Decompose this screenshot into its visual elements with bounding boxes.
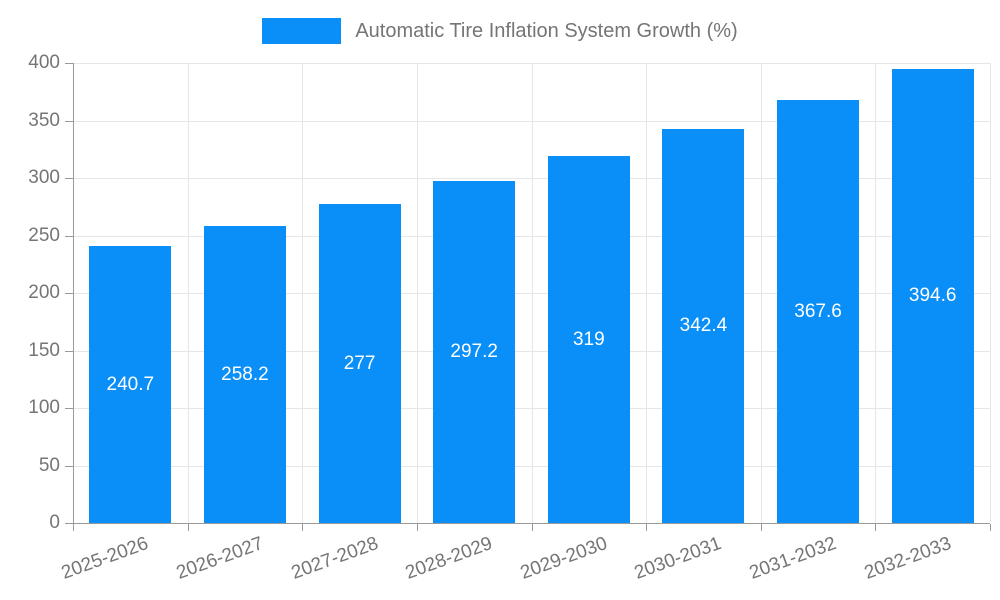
bar[interactable] bbox=[203, 226, 286, 523]
y-axis-tick-label: 250 bbox=[28, 224, 60, 246]
y-axis-tick-label: 0 bbox=[49, 512, 60, 533]
gridline-v bbox=[760, 63, 762, 523]
x-axis-tick bbox=[531, 524, 533, 531]
gridline-v bbox=[187, 63, 189, 523]
y-axis-tick bbox=[65, 523, 73, 524]
x-axis-tick bbox=[187, 524, 189, 531]
gridline-v bbox=[875, 63, 877, 523]
y-axis-tick-label: 300 bbox=[28, 167, 60, 188]
bar-value-label: 319 bbox=[572, 328, 605, 350]
y-axis-tick-label: 100 bbox=[28, 397, 60, 418]
y-axis-tick bbox=[65, 465, 73, 467]
bar-value-label: 258.2 bbox=[221, 363, 269, 385]
y-axis-tick-label: 50 bbox=[38, 454, 60, 476]
y-axis-tick bbox=[65, 235, 73, 237]
y-axis-tick bbox=[65, 408, 73, 409]
x-axis-tick bbox=[646, 524, 648, 531]
bar[interactable] bbox=[891, 69, 974, 523]
y-axis-tick bbox=[65, 178, 73, 179]
gridline-v bbox=[646, 63, 648, 523]
legend-swatch-icon bbox=[262, 18, 342, 44]
y-axis-tick bbox=[65, 293, 73, 294]
gridline-v bbox=[990, 63, 991, 523]
bar[interactable] bbox=[433, 181, 516, 523]
x-axis-tick bbox=[73, 524, 74, 531]
gridline-v bbox=[302, 63, 304, 523]
bar-value-label: 394.6 bbox=[908, 285, 957, 307]
y-axis-tick-label: 400 bbox=[28, 52, 60, 73]
legend[interactable]: Automatic Tire Inflation System Growth (… bbox=[0, 18, 1000, 44]
gridline-v bbox=[531, 63, 533, 523]
x-axis-tick bbox=[760, 524, 762, 531]
bar[interactable] bbox=[547, 156, 630, 523]
gridline-v bbox=[416, 63, 418, 523]
y-axis-tick bbox=[65, 63, 73, 64]
y-axis-tick-label: 350 bbox=[28, 109, 60, 131]
legend-series-label: Automatic Tire Inflation System Growth (… bbox=[355, 19, 738, 42]
x-axis-line bbox=[66, 523, 990, 524]
y-axis-tick bbox=[65, 120, 73, 122]
x-axis-tick bbox=[875, 524, 877, 531]
bar[interactable] bbox=[89, 246, 172, 523]
y-axis-tick bbox=[65, 350, 73, 352]
bar-value-label: 342.4 bbox=[679, 315, 728, 337]
y-axis-tick-label: 150 bbox=[28, 339, 60, 361]
x-axis-tick bbox=[990, 524, 991, 531]
y-axis-tick-label: 200 bbox=[28, 282, 60, 303]
bar-value-label: 367.6 bbox=[794, 300, 842, 322]
bar-value-label: 277 bbox=[343, 352, 376, 374]
bar[interactable] bbox=[318, 204, 401, 523]
bar[interactable] bbox=[777, 100, 860, 523]
bar-value-label: 240.7 bbox=[106, 373, 155, 395]
x-axis-tick bbox=[302, 524, 304, 531]
y-axis-line bbox=[73, 63, 74, 530]
x-axis-tick bbox=[416, 524, 418, 531]
bar-value-label: 297.2 bbox=[450, 341, 498, 363]
plot-area: 240.7 258.2 277 297.2 319 342.4 367.6 394.6 bbox=[73, 63, 991, 523]
bar[interactable] bbox=[662, 129, 745, 523]
